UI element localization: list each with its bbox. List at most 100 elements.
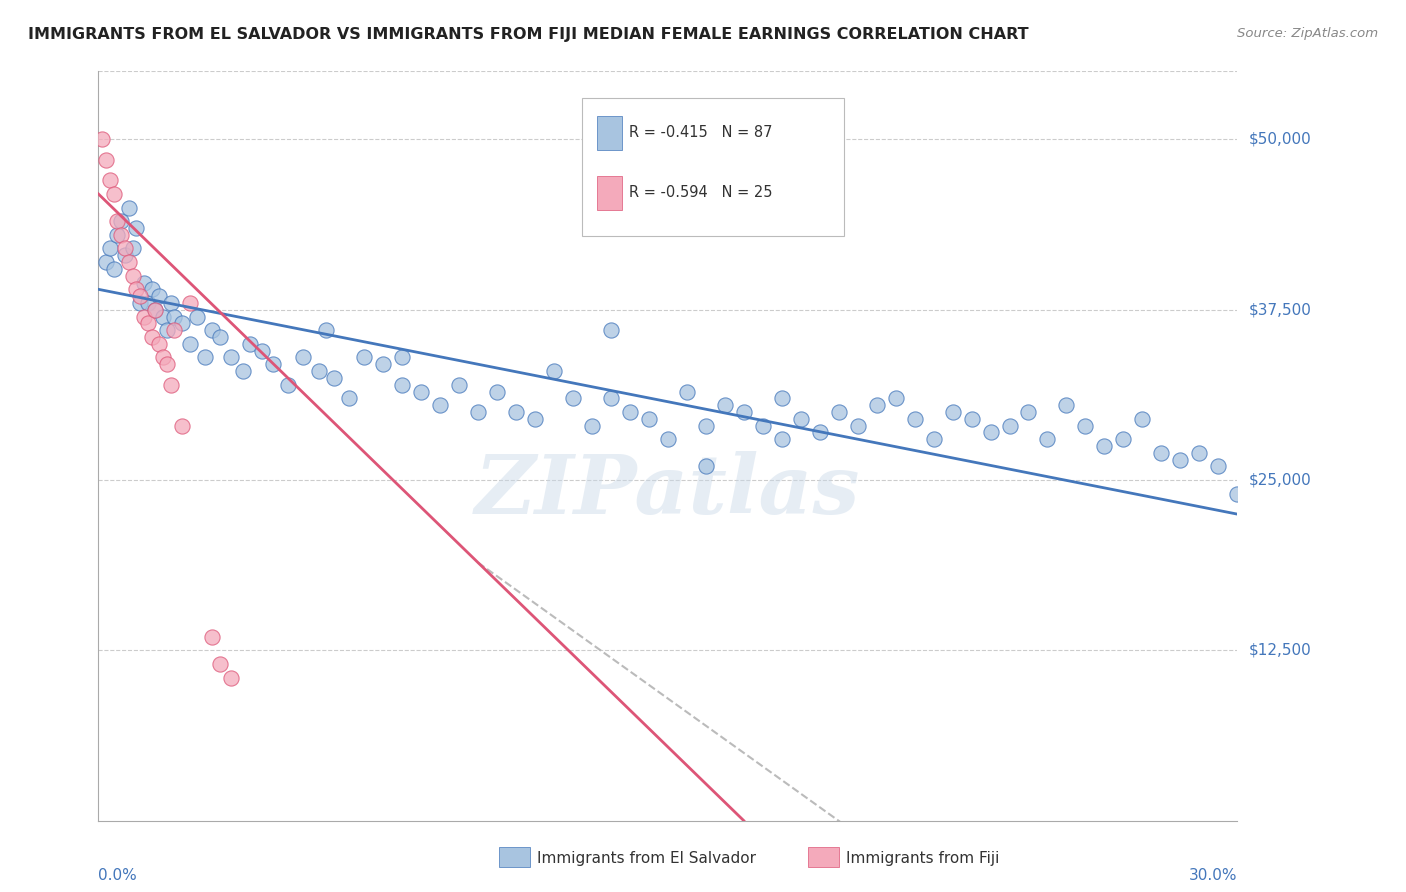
Point xyxy=(145,302,167,317)
Point xyxy=(1036,432,1059,446)
Point xyxy=(179,296,201,310)
Point xyxy=(170,317,193,331)
Point xyxy=(129,289,152,303)
Point xyxy=(103,186,125,201)
Point xyxy=(1018,405,1040,419)
Point xyxy=(1188,446,1211,460)
Point xyxy=(752,418,775,433)
Point xyxy=(770,432,793,446)
Text: Source: ZipAtlas.com: Source: ZipAtlas.com xyxy=(1237,27,1378,40)
Point xyxy=(132,310,155,324)
Point xyxy=(152,310,174,324)
Point xyxy=(1056,398,1078,412)
Point xyxy=(103,261,125,276)
Text: Immigrants from Fiji: Immigrants from Fiji xyxy=(846,851,1000,865)
Point xyxy=(638,411,661,425)
Point xyxy=(562,392,585,406)
Point xyxy=(391,377,413,392)
Point xyxy=(262,357,284,371)
Point xyxy=(998,418,1021,433)
Point xyxy=(232,364,254,378)
Point xyxy=(201,323,224,337)
Point xyxy=(581,418,603,433)
Point xyxy=(221,351,243,365)
Point xyxy=(619,405,641,419)
Point xyxy=(194,351,217,365)
Point xyxy=(866,398,889,412)
Point xyxy=(148,289,170,303)
Bar xyxy=(598,116,623,150)
Point xyxy=(107,227,129,242)
Point xyxy=(429,398,451,412)
Point xyxy=(136,296,159,310)
Point xyxy=(846,418,869,433)
Point xyxy=(524,411,547,425)
Point xyxy=(391,351,413,365)
Point xyxy=(960,411,983,425)
Point xyxy=(110,214,132,228)
Point xyxy=(337,392,360,406)
Point xyxy=(449,377,471,392)
Point xyxy=(201,630,224,644)
Point xyxy=(239,336,262,351)
Text: $12,500: $12,500 xyxy=(1249,643,1312,657)
Point xyxy=(292,351,315,365)
Point xyxy=(942,405,965,419)
Text: IMMIGRANTS FROM EL SALVADOR VS IMMIGRANTS FROM FIJI MEDIAN FEMALE EARNINGS CORRE: IMMIGRANTS FROM EL SALVADOR VS IMMIGRANT… xyxy=(28,27,1029,42)
Point xyxy=(94,153,117,167)
Point xyxy=(98,242,121,256)
Point xyxy=(695,418,717,433)
Point xyxy=(145,302,167,317)
Point xyxy=(790,411,813,425)
Point xyxy=(250,343,273,358)
Bar xyxy=(598,177,623,210)
Point xyxy=(136,317,159,331)
Point xyxy=(808,425,831,440)
Point xyxy=(600,323,623,337)
Point xyxy=(1226,486,1249,500)
Point xyxy=(179,336,201,351)
Point xyxy=(322,371,344,385)
Text: ZIPatlas: ZIPatlas xyxy=(475,451,860,531)
Point xyxy=(1094,439,1116,453)
Point xyxy=(148,336,170,351)
Point xyxy=(828,405,851,419)
Point xyxy=(163,310,186,324)
Point xyxy=(118,255,141,269)
Point xyxy=(1112,432,1135,446)
Point xyxy=(371,357,394,371)
Point xyxy=(163,323,186,337)
Text: R = -0.415   N = 87: R = -0.415 N = 87 xyxy=(628,125,773,140)
Point xyxy=(221,671,243,685)
Point xyxy=(1150,446,1173,460)
Point xyxy=(714,398,737,412)
Point xyxy=(505,405,527,419)
Point xyxy=(411,384,433,399)
Point xyxy=(208,330,231,344)
Point xyxy=(125,282,148,296)
Text: $25,000: $25,000 xyxy=(1249,473,1312,488)
Point xyxy=(353,351,375,365)
Point xyxy=(695,459,717,474)
Point xyxy=(733,405,755,419)
Point xyxy=(1170,452,1192,467)
Point xyxy=(129,296,152,310)
Point xyxy=(676,384,699,399)
Point xyxy=(884,392,907,406)
Point xyxy=(657,432,679,446)
Text: Immigrants from El Salvador: Immigrants from El Salvador xyxy=(537,851,756,865)
Text: 0.0%: 0.0% xyxy=(98,868,138,883)
Point xyxy=(125,221,148,235)
Point xyxy=(159,377,181,392)
Text: R = -0.594   N = 25: R = -0.594 N = 25 xyxy=(628,186,773,200)
Text: $50,000: $50,000 xyxy=(1249,132,1312,147)
Point xyxy=(156,323,179,337)
Point xyxy=(467,405,489,419)
Point xyxy=(98,173,121,187)
Point xyxy=(208,657,231,671)
Point xyxy=(979,425,1001,440)
Point xyxy=(107,214,129,228)
Point xyxy=(141,282,163,296)
Point xyxy=(114,242,136,256)
Point xyxy=(110,227,132,242)
